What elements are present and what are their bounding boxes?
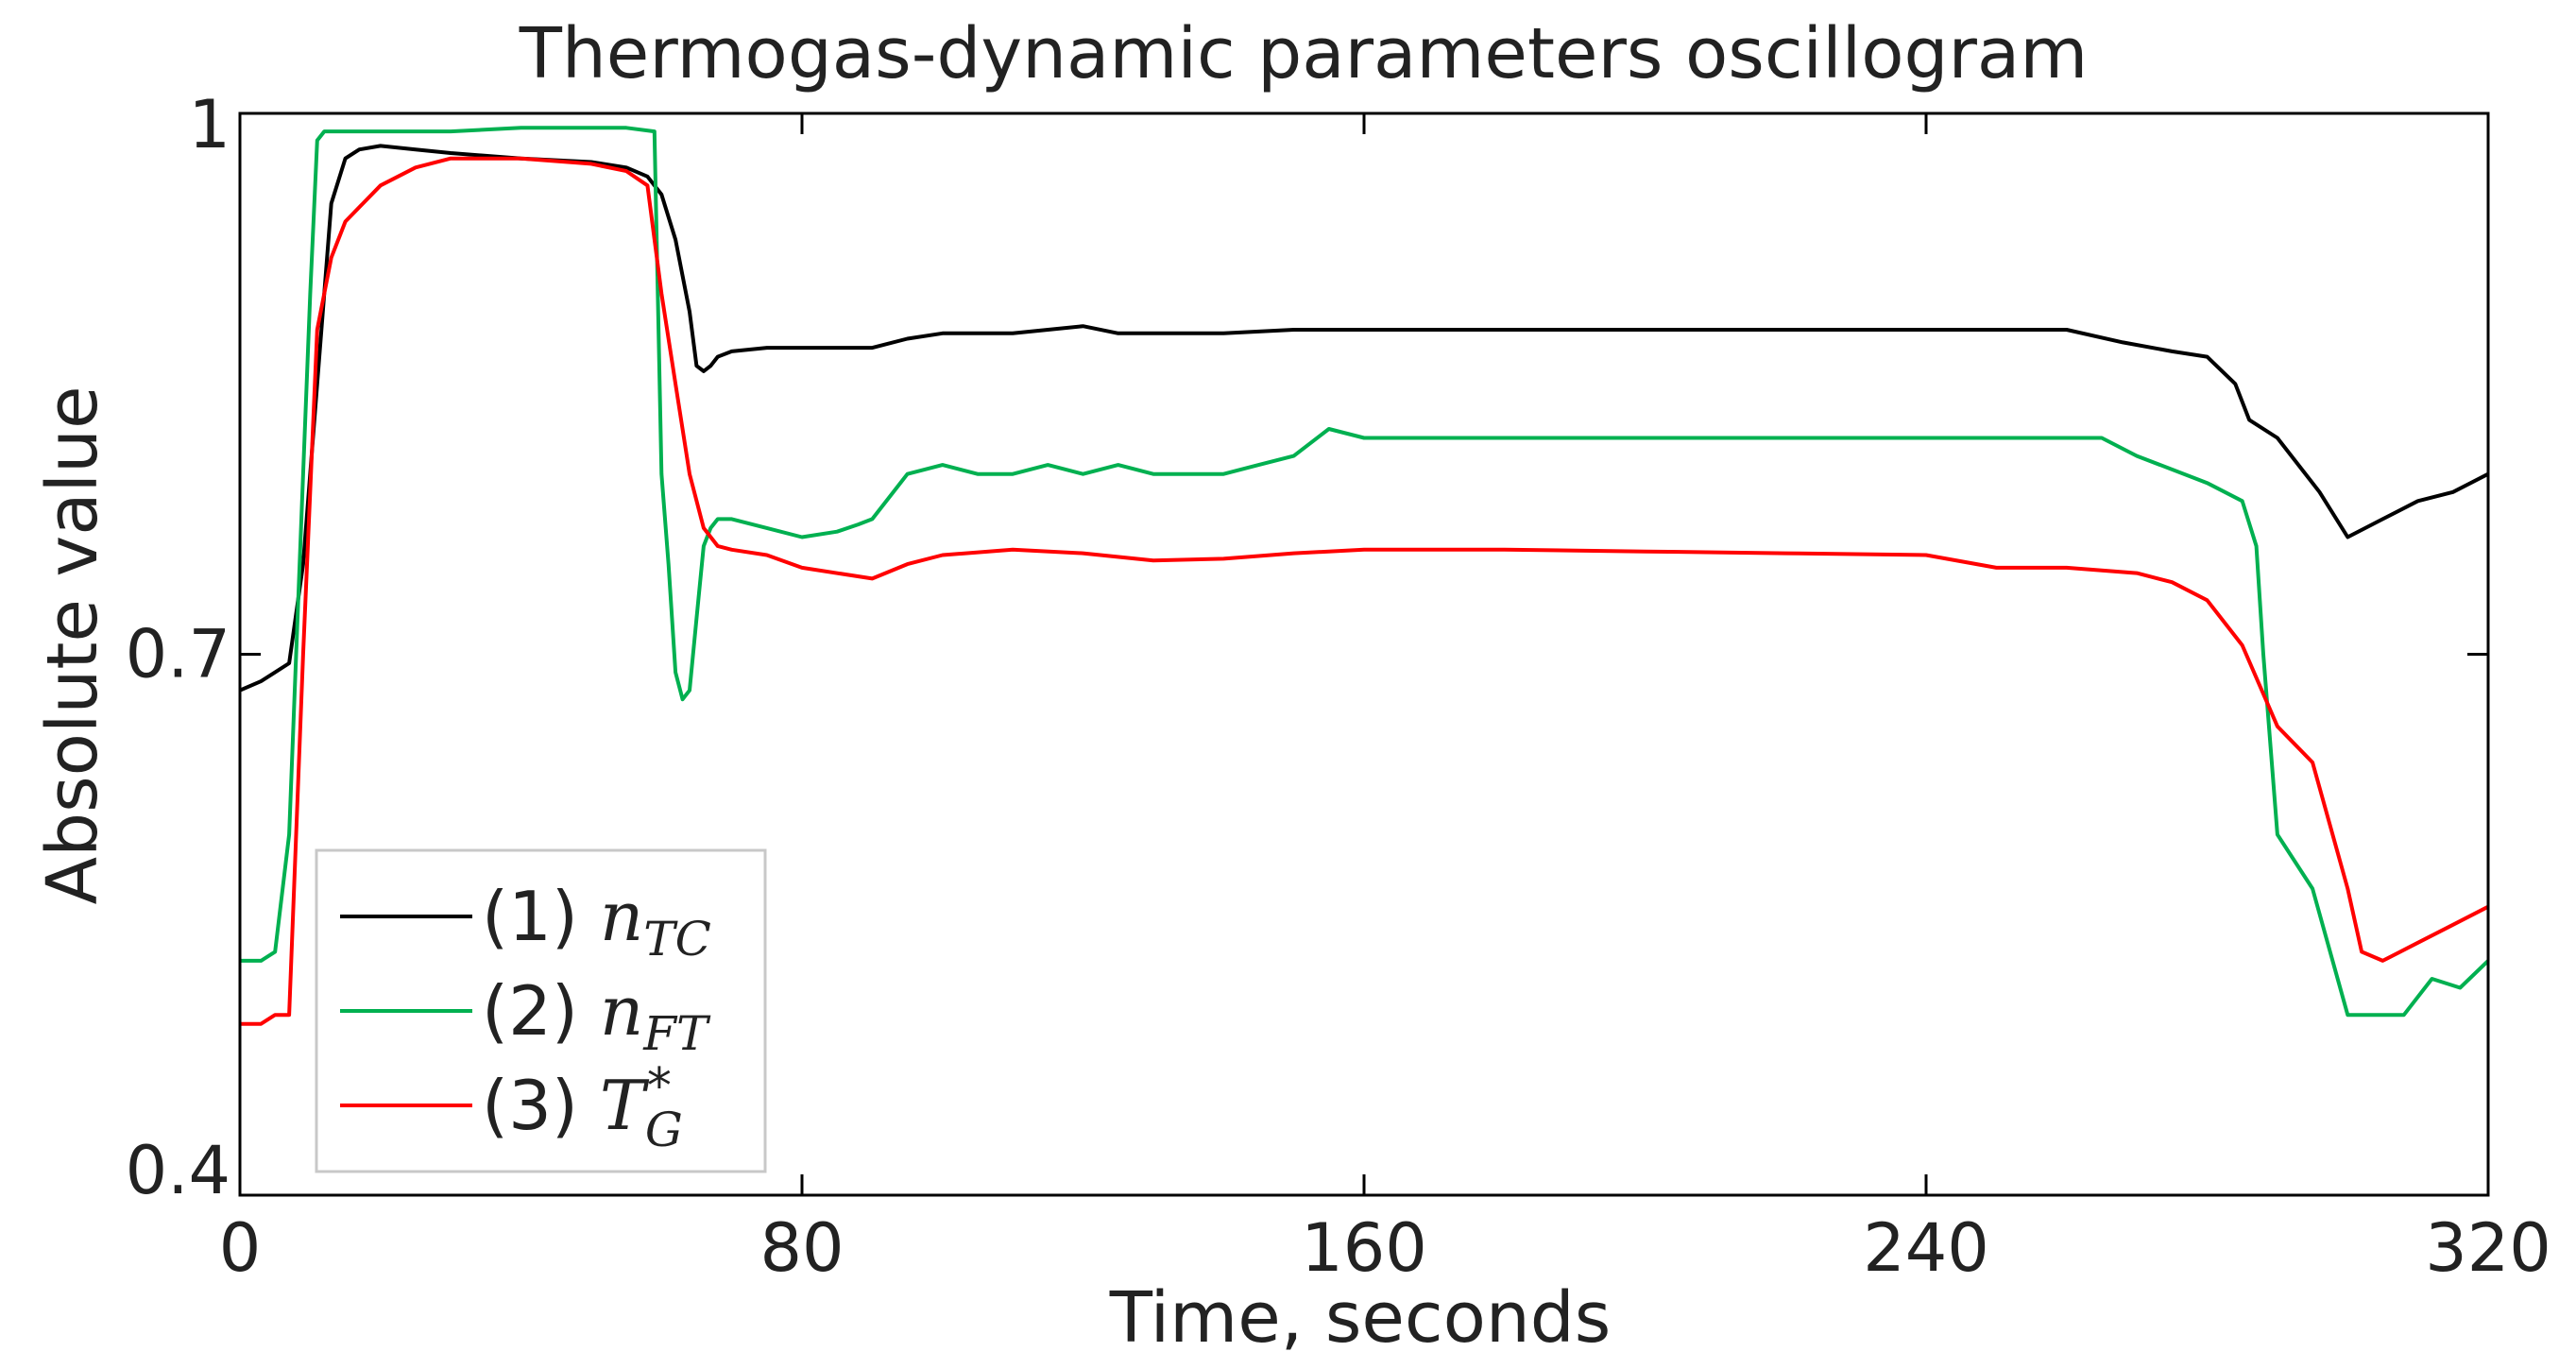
x-axis-label: Time, seconds	[1109, 1277, 1612, 1359]
legend-symbol: T	[600, 1066, 650, 1145]
series-line-3	[240, 156, 2489, 1026]
legend-symbol: n	[600, 877, 643, 956]
series-line-2	[240, 126, 2490, 1018]
plot-area-frame	[238, 111, 2490, 1197]
legend: (1) nTC(2) nFT(3) T* G	[315, 848, 767, 1173]
x-tick-label: 160	[1301, 1209, 1427, 1287]
legend-entry: (2) nFT	[482, 971, 711, 1061]
chart-title: Thermogas-dynamic parameters oscillogram	[519, 13, 2089, 94]
legend-entry: (1) nTC	[482, 877, 711, 967]
legend-subscript: FT	[642, 1006, 711, 1061]
ticks-layer: 0 80 160 240 320 0.4 0.7 1	[126, 86, 2551, 1287]
legend-prefix: (2)	[482, 971, 600, 1051]
legend-symbol: n	[600, 971, 643, 1051]
y-tick-label: 0.4	[126, 1132, 230, 1209]
y-axis-label: Absolute value	[32, 385, 113, 904]
series-layer	[239, 126, 2490, 1026]
legend-superscript: *	[647, 1058, 672, 1115]
legend-subscript: G	[645, 1103, 683, 1157]
x-tick-label: 0	[219, 1209, 262, 1287]
y-tick-label: 0.7	[126, 616, 230, 693]
x-tick-label: 320	[2425, 1209, 2551, 1287]
x-tick-label: 240	[1863, 1209, 1989, 1287]
y-tick-label: 1	[188, 86, 230, 163]
legend-subscript: TC	[643, 912, 711, 967]
legend-prefix: (1)	[482, 877, 600, 956]
legend-prefix: (3)	[482, 1066, 600, 1145]
x-tick-label: 80	[759, 1209, 844, 1287]
legend-entry: (3) T* G	[482, 1058, 683, 1157]
series-line-1	[239, 144, 2489, 693]
